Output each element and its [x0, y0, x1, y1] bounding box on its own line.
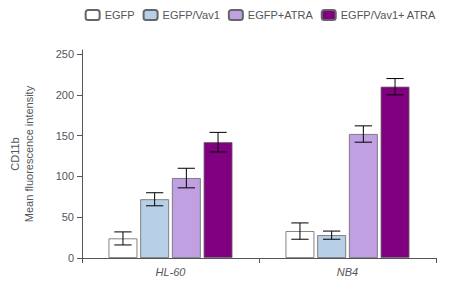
svg-text:EGFP/Vav1+ ATRA: EGFP/Vav1+ ATRA	[341, 9, 436, 21]
svg-text:150: 150	[56, 130, 74, 142]
svg-text:250: 250	[56, 48, 74, 60]
svg-text:100: 100	[56, 170, 74, 182]
svg-text:NB4: NB4	[337, 266, 358, 278]
svg-text:EGFP+ATRA: EGFP+ATRA	[248, 9, 314, 21]
svg-text:EGFP/Vav1: EGFP/Vav1	[163, 9, 220, 21]
svg-text:CD11b: CD11b	[9, 137, 21, 170]
svg-text:200: 200	[56, 89, 74, 101]
svg-text:50: 50	[62, 211, 74, 223]
svg-text:EGFP: EGFP	[105, 9, 135, 21]
svg-text:HL-60: HL-60	[156, 266, 187, 278]
svg-text:0: 0	[68, 252, 74, 264]
svg-text:Mean fluorescence intensity: Mean fluorescence intensity	[23, 85, 35, 222]
